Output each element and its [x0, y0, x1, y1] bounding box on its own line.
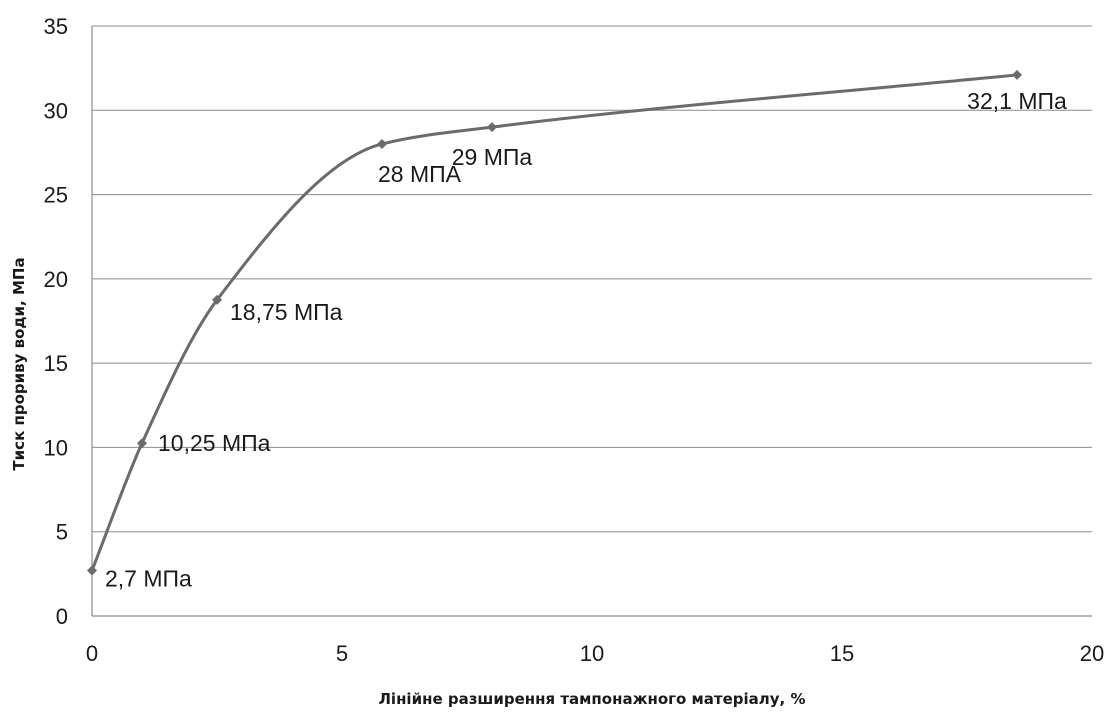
data-point-marker: [487, 122, 497, 133]
data-label: 29 МПа: [452, 144, 533, 170]
y-axis-title: Тиск прориву води, МПа: [10, 257, 28, 470]
data-point-marker: [212, 294, 222, 305]
y-tick-label: 15: [44, 351, 68, 376]
data-point-marker: [377, 139, 387, 149]
data-label: 28 МПА: [378, 161, 462, 187]
x-tick-label: 15: [830, 641, 854, 666]
data-point-marker: [1012, 69, 1022, 80]
y-tick-label: 25: [44, 183, 68, 208]
data-label: 32,1 МПа: [967, 88, 1067, 114]
data-label: 2,7 МПа: [105, 565, 192, 591]
data-point-marker: [87, 565, 97, 576]
y-tick-label: 30: [44, 98, 68, 123]
y-tick-label: 35: [44, 14, 68, 39]
series: [87, 69, 1022, 576]
y-tick-labels: 0 5 10 15 20 25 30 35: [44, 14, 68, 629]
y-tick-label: 0: [56, 604, 68, 629]
data-label: 10,25 МПа: [158, 430, 271, 456]
data-point-marker: [137, 438, 147, 449]
x-tick-label: 5: [336, 641, 348, 666]
data-label: 18,75 МПа: [230, 299, 343, 325]
y-tick-label: 20: [44, 267, 68, 292]
x-tick-label: 20: [1080, 641, 1104, 666]
x-tick-labels: 0 5 10 15 20: [86, 641, 1104, 666]
y-tick-label: 10: [44, 435, 68, 460]
axes: [91, 26, 1092, 617]
x-tick-label: 0: [86, 641, 98, 666]
x-axis-title: Лінійне разширення тампонажного матеріал…: [378, 690, 805, 708]
x-tick-label: 10: [580, 641, 604, 666]
gridlines: [92, 25, 1092, 533]
y-tick-label: 5: [56, 520, 68, 545]
